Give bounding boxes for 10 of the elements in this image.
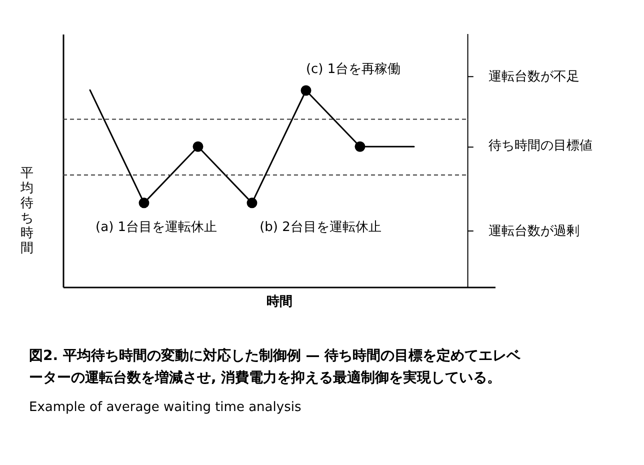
text: 運転台数が不足 [488, 70, 580, 85]
annotation: (b) 2台目を運転休止 [260, 220, 382, 235]
text: 運転台数が過剰 [488, 224, 580, 239]
text: Example of average waiting time analysis [29, 400, 302, 415]
annotation: (a) 1台目を運転休止 [96, 220, 218, 235]
text: (c) 1台を再稼働 [306, 62, 401, 77]
text: 待ち時間の目標値 [488, 138, 593, 154]
text: 図2. 平均待ち時間の変動に対応した制御例 — 待ち時間の目標を定めてエレベーターの運転台数を増減させ, 消費電力を抑える最適制御を実現している。 [29, 347, 522, 386]
y-axis-title: 平均待ち時間 [20, 166, 34, 256]
x-axis-title: 時間 [266, 294, 292, 310]
